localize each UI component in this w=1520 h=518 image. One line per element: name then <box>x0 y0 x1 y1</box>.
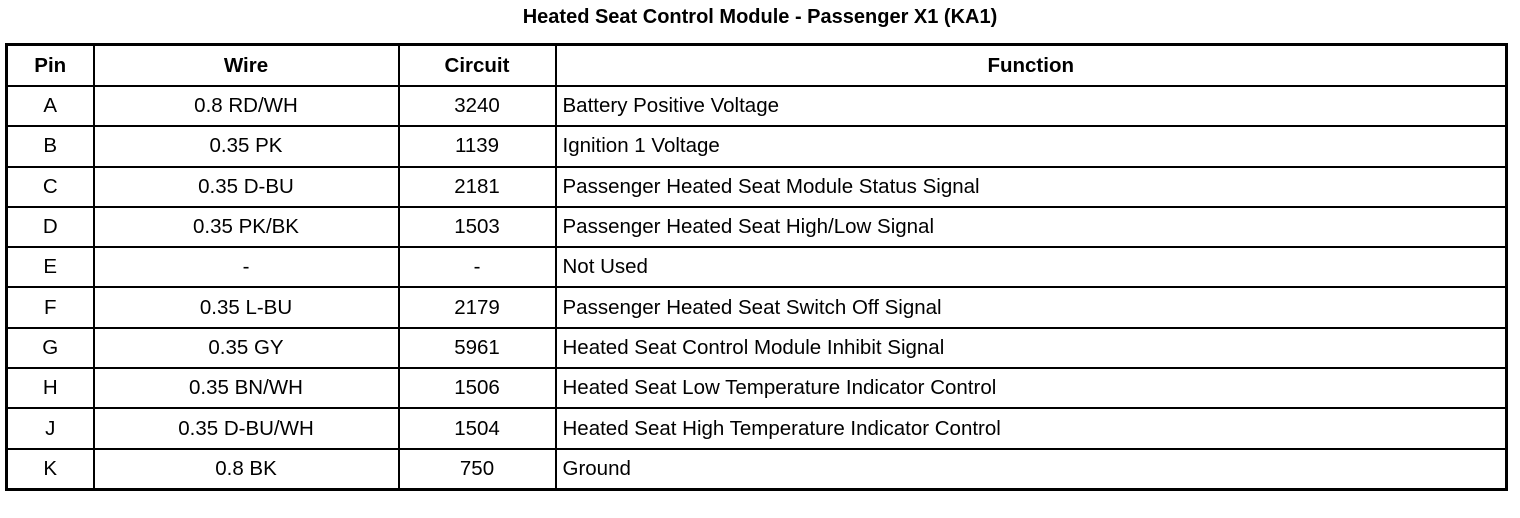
table-row: C 0.35 D-BU 2181 Passenger Heated Seat Modu… <box>5 165 1508 208</box>
pin-cell: A <box>5 84 95 128</box>
circuit-cell: 1139 <box>397 125 557 168</box>
function-cell: Ignition 1 Voltage <box>554 125 1508 168</box>
function-cell: Passenger Heated Seat Module Status Sign… <box>554 165 1508 208</box>
wire-cell: 0.35 L-BU <box>92 286 400 329</box>
table-row: D 0.35 PK/BK 1503 Passenger Heated Seat Hig… <box>5 205 1508 249</box>
table-row: B 0.35 PK 1139 Ignition 1 Voltage <box>5 125 1508 168</box>
function-cell: Passenger Heated Seat Switch Off Signal <box>554 286 1508 329</box>
circuit-cell: 2179 <box>397 286 557 329</box>
pin-cell: J <box>5 407 95 450</box>
wire-cell: 0.8 BK <box>92 447 400 491</box>
pin-cell: F <box>5 286 95 329</box>
wire-cell: 0.8 RD/WH <box>92 84 400 128</box>
circuit-cell: 1503 <box>397 205 557 249</box>
pin-cell: C <box>5 165 95 208</box>
table-row: K 0.8 BK 750 Ground <box>5 447 1508 491</box>
table-row: A 0.8 RD/WH 3240 Battery Positive Voltage <box>5 84 1508 128</box>
function-cell: Passenger Heated Seat High/Low Signal <box>554 205 1508 249</box>
pin-cell: E <box>5 246 95 289</box>
wire-cell: 0.35 BN/WH <box>92 367 400 410</box>
circuit-cell: 5961 <box>397 326 557 370</box>
circuit-cell: 2181 <box>397 165 557 208</box>
header-pin: Pin <box>5 43 95 87</box>
circuit-cell: - <box>397 246 557 289</box>
table-row: J 0.35 D-BU/WH 1504 Heated Seat High Temper… <box>5 407 1508 450</box>
circuit-cell: 3240 <box>397 84 557 128</box>
header-row: Pin Wire Circuit Function <box>5 43 1508 87</box>
table-row: F 0.35 L-BU 2179 Passenger Heated Seat Swit… <box>5 286 1508 329</box>
pin-cell: B <box>5 125 95 168</box>
function-cell: Not Used <box>554 246 1508 289</box>
wire-cell: 0.35 D-BU/WH <box>92 407 400 450</box>
wire-cell: 0.35 D-BU <box>92 165 400 208</box>
pin-cell: K <box>5 447 95 491</box>
wire-cell: 0.35 GY <box>92 326 400 370</box>
header-circuit: Circuit <box>397 43 557 87</box>
table-row: H 0.35 BN/WH 1506 Heated Seat Low Temperatu… <box>5 367 1508 410</box>
header-function: Function <box>554 43 1508 87</box>
wire-cell: 0.35 PK <box>92 125 400 168</box>
pin-cell: H <box>5 367 95 410</box>
table-row: G 0.35 GY 5961 Heated Seat Control Module I… <box>5 326 1508 370</box>
circuit-cell: 1506 <box>397 367 557 410</box>
wire-cell: - <box>92 246 400 289</box>
table-title: Heated Seat Control Module - Passenger X… <box>522 6 998 28</box>
function-cell: Heated Seat Control Module Inhibit Signa… <box>554 326 1508 370</box>
function-cell: Battery Positive Voltage <box>554 84 1508 128</box>
header-wire: Wire <box>92 43 400 87</box>
function-cell: Heated Seat High Temperature Indicator C… <box>554 407 1508 450</box>
wire-cell: 0.35 PK/BK <box>92 205 400 249</box>
connector-pinout-table: Pin Wire Circuit Function A 0.8 RD/WH 3240… <box>5 43 1508 491</box>
circuit-cell: 750 <box>397 447 557 491</box>
pin-cell: G <box>5 326 95 370</box>
function-cell: Ground <box>554 447 1508 491</box>
circuit-cell: 1504 <box>397 407 557 450</box>
pin-cell: D <box>5 205 95 249</box>
table-row: E - - Not Used <box>5 246 1508 289</box>
function-cell: Heated Seat Low Temperature Indicator Co… <box>554 367 1508 410</box>
